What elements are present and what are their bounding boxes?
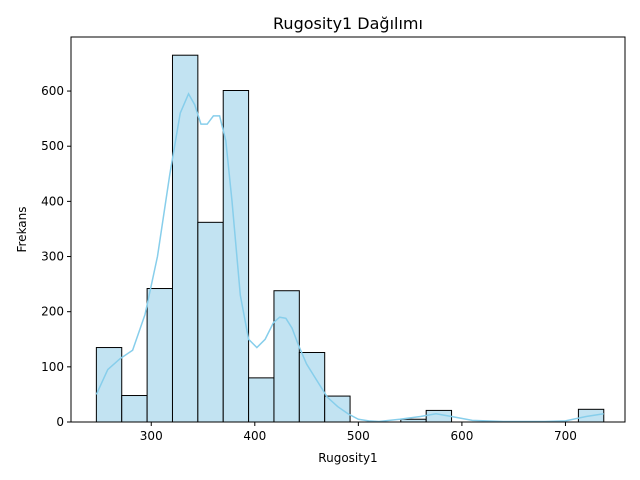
y-tick-label: 300	[41, 250, 64, 264]
histogram-bar	[121, 395, 148, 423]
y-tick-label: 200	[41, 305, 64, 319]
histogram-bar	[197, 221, 224, 423]
histogram-bar	[248, 377, 275, 423]
chart-title: Rugosity1 Dağılımı	[273, 14, 423, 33]
bars-group	[95, 54, 605, 423]
x-axis-label: Rugosity1	[318, 451, 377, 465]
histogram-bar	[324, 395, 351, 423]
plot-frame	[70, 36, 626, 423]
x-tick-label: 400	[243, 429, 266, 443]
y-tick-label: 400	[41, 194, 64, 208]
histogram-bar	[273, 290, 300, 423]
x-tick-label: 600	[450, 429, 473, 443]
y-axis-label: Frekans	[15, 206, 29, 252]
x-tick-label: 700	[554, 429, 577, 443]
y-tick-label: 0	[56, 415, 64, 429]
y-tick-label: 600	[41, 84, 64, 98]
x-tick-label: 300	[140, 429, 163, 443]
y-tick-label: 100	[41, 360, 64, 374]
histogram-bar	[146, 288, 173, 423]
x-tick-label: 500	[347, 429, 370, 443]
y-axis-ticks: 0 100 200 300 400 500 600	[41, 84, 71, 429]
y-tick-label: 500	[41, 139, 64, 153]
kde-curve	[95, 92, 604, 423]
histogram-bar	[171, 54, 199, 423]
x-axis-ticks: 300 400 500 600 700	[140, 422, 577, 443]
histogram-bar	[222, 90, 250, 423]
